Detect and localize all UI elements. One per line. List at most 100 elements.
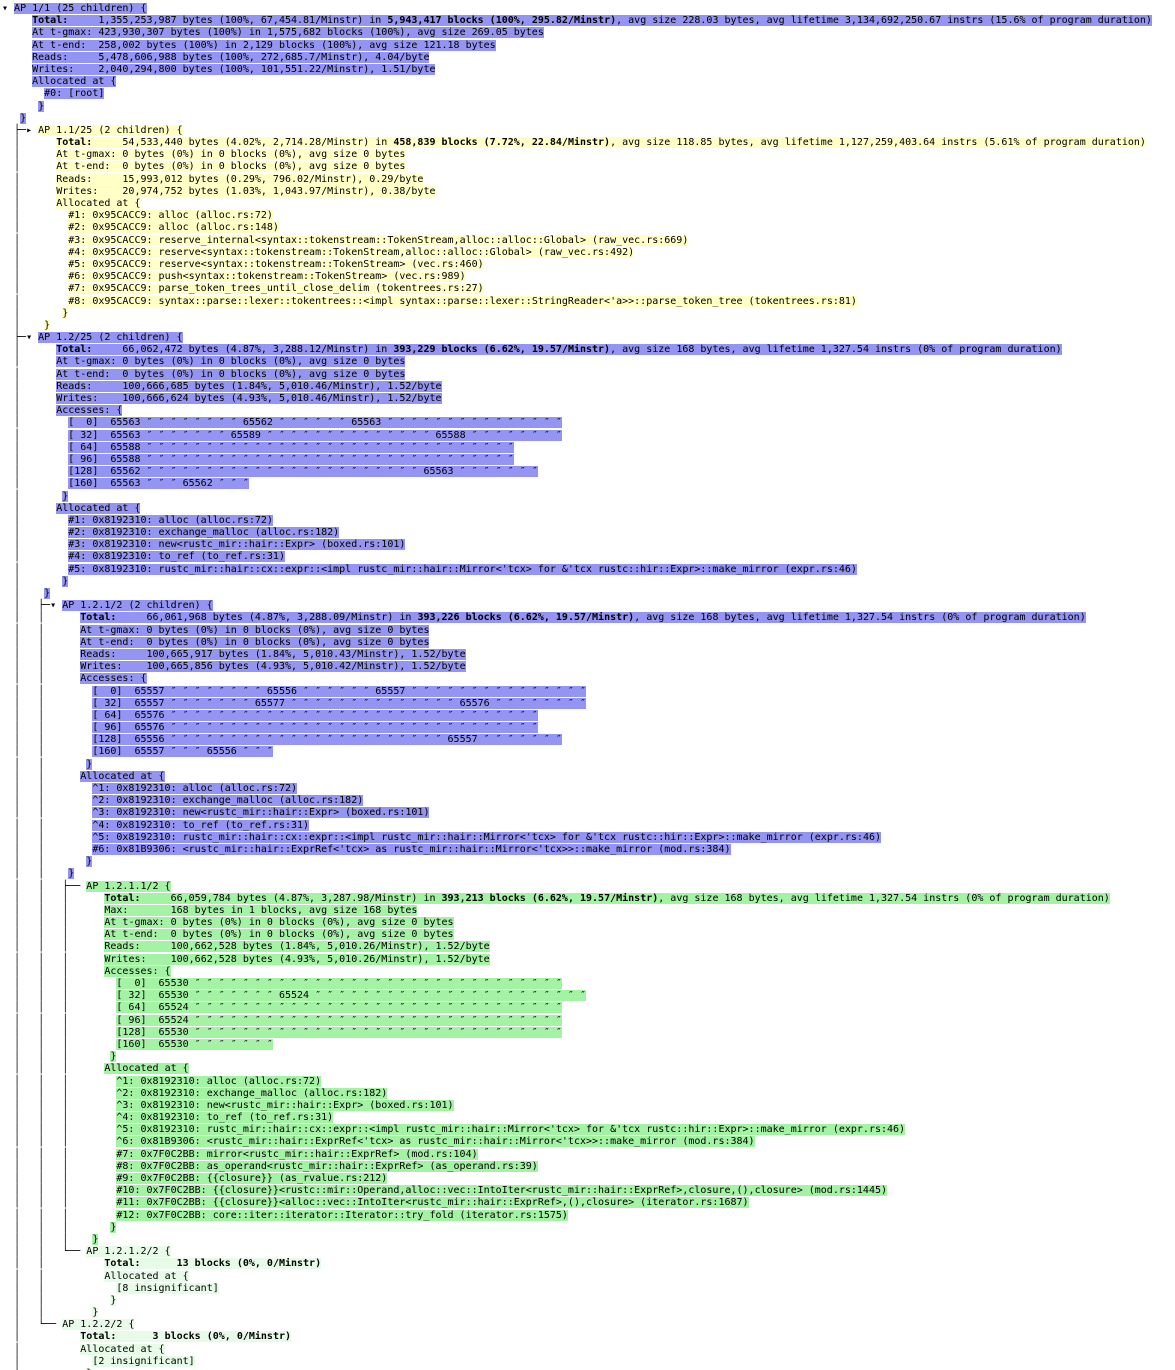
ap-node-header-1-2-2: │ └── AP 1.2.2/2 { <box>2 1319 1175 1331</box>
ap-node-header-1-2-1-1: │ │ ├── AP 1.2.1.1/2 { <box>2 880 1175 893</box>
expander-icon[interactable]: ▾ <box>2 3 15 14</box>
tree-connector: │ │ │ <box>2 1136 117 1148</box>
text-segment: Allocated at { <box>56 198 141 209</box>
tree-connector: │ │ │ <box>2 953 105 965</box>
line-text: ^6: 0x81B9306: <rustc_mir::hair::ExprRef… <box>116 1136 755 1148</box>
line-text: Accesses: { <box>104 965 171 977</box>
tree-connector: │ │ <box>2 807 93 819</box>
line-text: [2 insignificant] <box>92 1355 195 1367</box>
text-segment: Accesses: { <box>56 405 123 417</box>
stack-frame-line: │ │ │ #7: 0x7F0C2BB: mirror<rustc_mir::h… <box>2 1148 1175 1161</box>
stack-frame-line: │ │ │ #10: 0x7F0C2BB: {{closure}}<rustc:… <box>2 1185 1175 1197</box>
ap-node-header-1-2[interactable]: ├─▾ AP 1.2/25 (2 children) { <box>2 332 1175 344</box>
tree-connector <box>2 88 44 99</box>
tree-connector <box>2 27 32 38</box>
line-text: } <box>86 856 93 868</box>
tree-connector: │ <box>2 1331 81 1343</box>
text-segment: #2: 0x8192310: exchange_malloc (alloc.rs… <box>68 527 340 539</box>
text-segment: Writes: 100,662,528 bytes (4.93%, 5,010.… <box>104 953 490 965</box>
histogram-row: │ │ │ [ 64] 65524 ″ ″ ″ ″ ″ ″ ″ ″ ″ ″ ″ … <box>2 1002 1175 1014</box>
line-text: } <box>44 319 51 331</box>
histogram-counts: [160] 65530 ″ ″ ″ ″ ″ ″ ″ <box>116 1038 273 1050</box>
line-text: #9: 0x7F0C2BB: {{closure}} (as_rvalue.rs… <box>116 1173 388 1184</box>
text-segment: #11: 0x7F0C2BB: {{closure}}<alloc::vec::… <box>116 1197 749 1209</box>
tree-connector: │ │ <box>2 783 93 794</box>
line-text: Writes: 100,662,528 bytes (4.93%, 5,010.… <box>104 953 490 965</box>
tree-connector: │ <box>2 173 57 185</box>
tree-connector: │ <box>2 222 69 234</box>
stat-t-end: │ At t-end: 0 bytes (0%) in 0 blocks (0%… <box>2 161 1175 173</box>
text-segment: 393,229 blocks (6.62%, 19.57/Minstr) <box>393 344 611 356</box>
text-segment: AP 1.2.1/2 (2 children) { <box>62 600 213 612</box>
text-segment: 393,226 blocks (6.62%, 19.57/Minstr) <box>417 612 635 624</box>
text-segment: Writes: 2,040,294,800 bytes (100%, 101,5… <box>32 63 436 75</box>
text-segment: 458,839 blocks (7.72%, 22.84/Minstr) <box>393 137 611 149</box>
histogram-row: │ │ │ [ 0] 65530 ″ ″ ″ ″ ″ ″ ″ ″ ″ ″ ″ ″… <box>2 978 1175 990</box>
tree-connector: │ │ │ <box>2 1075 117 1087</box>
text-segment: } <box>110 1294 117 1306</box>
tree-connector: │ <box>2 502 57 514</box>
text-segment: #0: [root] <box>44 88 105 100</box>
line-text: [ 32] 65563 ″ ″ ″ ″ ″ ″ ″ 65589 ″ ″ ″ ″ … <box>68 429 562 441</box>
tree-connector: │ │ │ <box>2 892 105 904</box>
histogram-counts: [ 96] 65576 ″ ″ ″ ″ ″ ″ ″ ″ ″ ″ ″ ″ ″ ″ … <box>92 722 538 734</box>
allocated-at-close: │ } <box>2 575 1175 588</box>
text-segment: 1,355,253,987 bytes (100%, 67,454.81/Min… <box>68 15 388 27</box>
line-text: #2: 0x8192310: exchange_malloc (alloc.rs… <box>68 527 340 539</box>
histogram-counts: [ 32] 65557 ″ ″ ″ ″ ″ ″ ″ 65577 ″ ″ ″ ″ … <box>92 697 586 709</box>
text-segment: Allocated at { <box>32 76 117 88</box>
text-segment: AP 1.2/25 (2 children) { <box>38 332 183 344</box>
tree-connector: │ │ <box>2 612 81 624</box>
tree-connector: │ │ <box>2 868 69 880</box>
stack-frame-line: │ #3: 0x8192310: new<rustc_mir::hair::Ex… <box>2 539 1175 551</box>
ap-node-header-1-1[interactable]: ├─▸ AP 1.1/25 (2 children) { <box>2 124 1175 137</box>
histogram-counts: [ 0] 65557 ″ ″ ″ ″ ″ ″ ″ ″ 65556 ″ ″ ″ ″… <box>92 685 586 697</box>
text-segment: #6: 0x95CACC9: push<syntax::tokenstream:… <box>68 271 466 283</box>
text-segment: Total: <box>104 1258 141 1270</box>
line-text: [ 32] 65557 ″ ″ ″ ″ ″ ″ ″ 65577 ″ ″ ″ ″ … <box>92 697 586 709</box>
stack-frame-line: │ │ │ ^5: 0x8192310: rustc_mir::hair::cx… <box>2 1124 1175 1136</box>
tree-connector: │ <box>2 1355 93 1367</box>
histogram-counts: [128] 65556 ″ ″ ″ ″ ″ ″ ″ ″ ″ ″ ″ ″ ″ ″ … <box>92 734 562 746</box>
line-text: #6: 0x81B9306: <rustc_mir::hair::ExprRef… <box>92 843 731 855</box>
text-segment: 13 blocks (0%, 0/Minstr) <box>176 1258 322 1270</box>
expander-icon[interactable]: ├─▸ <box>2 124 39 136</box>
line-text: AP 1.2/25 (2 children) { <box>38 332 183 344</box>
stat-total: │ │ │ Total: 66,059,784 bytes (4.87%, 3,… <box>2 892 1175 905</box>
stat-total: │ │ Total: 66,061,968 bytes (4.87%, 3,28… <box>2 612 1175 624</box>
histogram-counts: [ 0] 65530 ″ ″ ″ ″ ″ ″ ″ ″ ″ ″ ″ ″ ″ ″ ″… <box>116 978 562 989</box>
line-text: [ 0] 65530 ″ ″ ″ ″ ″ ″ ″ ″ ″ ″ ″ ″ ″ ″ ″… <box>116 978 562 989</box>
text-segment: , avg size 118.85 bytes, avg lifetime 1,… <box>610 137 1146 149</box>
stack-frame-line: │ #4: 0x95CACC9: reserve<syntax::tokenst… <box>2 246 1175 259</box>
text-segment: AP 1.2.1.2/2 { <box>86 1246 171 1258</box>
line-text: #5: 0x95CACC9: reserve<syntax::tokenstre… <box>68 258 484 270</box>
line-text: At t-gmax: 0 bytes (0%) in 0 blocks (0%)… <box>104 917 454 929</box>
line-text: #8: 0x7F0C2BB: as_operand<rustc_mir::hai… <box>116 1160 538 1172</box>
line-text: [ 64] 65576 ″ ″ ″ ″ ″ ″ ″ ″ ″ ″ ″ ″ ″ ″ … <box>92 709 538 721</box>
tree-connector: │ │ │ <box>2 1051 111 1063</box>
node-close: │ } <box>2 319 1175 332</box>
ap-node-header-1[interactable]: ▾ AP 1/1 (25 children) { <box>2 3 1175 15</box>
accesses-close: │ │ } <box>2 758 1175 771</box>
stat-writes: │ Writes: 20,974,752 bytes (1.03%, 1,043… <box>2 185 1175 198</box>
text-segment: #10: 0x7F0C2BB: {{closure}}<rustc::mir::… <box>116 1185 888 1197</box>
tree-connector: │ │ <box>2 1258 105 1270</box>
allocated-at-close: │ } <box>2 307 1175 320</box>
ap-node-header-1-2-1[interactable]: │ ├─▾ AP 1.2.1/2 (2 children) { <box>2 600 1175 612</box>
text-segment: ^1: 0x8192310: alloc (alloc.rs:72) <box>92 783 298 794</box>
stack-frame-line: │ #2: 0x8192310: exchange_malloc (alloc.… <box>2 527 1175 539</box>
expander-icon[interactable]: │ ├─▾ <box>2 600 63 612</box>
line-text: Allocated at { <box>32 76 117 88</box>
text-segment: AP 1.1/25 (2 children) { <box>38 124 183 136</box>
histogram-row: │ [ 32] 65563 ″ ″ ″ ″ ″ ″ ″ 65589 ″ ″ ″ … <box>2 429 1175 442</box>
tree-connector: │ <box>2 417 69 429</box>
text-segment: #4: 0x95CACC9: reserve<syntax::tokenstre… <box>68 246 635 258</box>
line-text: [8 insignificant] <box>116 1282 219 1294</box>
expander-icon[interactable]: ├─▾ <box>2 332 39 344</box>
stack-frame-line: │ │ ^3: 0x8192310: new<rustc_mir::hair::… <box>2 807 1175 819</box>
histogram-counts: [ 0] 65563 ″ ″ ″ ″ ″ ″ ″ ″ 65562 ″ ″ ″ ″… <box>68 417 562 429</box>
line-text: } <box>86 758 93 770</box>
histogram-counts: [ 96] 65588 ″ ″ ″ ″ ″ ″ ″ ″ ″ ″ ″ ″ ″ ″ … <box>68 453 514 465</box>
allocated-at-open: │ Allocated at { <box>2 502 1175 515</box>
tree-connector: │ │ ├── <box>2 880 87 892</box>
